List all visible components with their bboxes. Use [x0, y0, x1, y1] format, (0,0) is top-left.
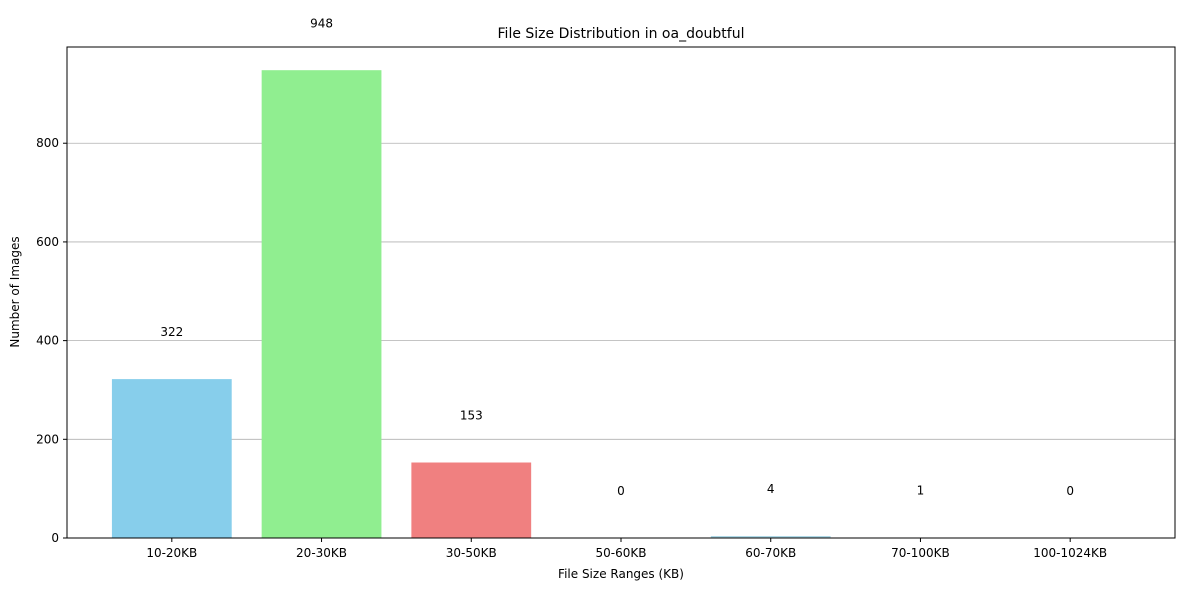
data-label-100-1024KB: 0 — [1066, 484, 1074, 498]
x-tick-label: 50-60KB — [596, 546, 647, 560]
x-axis-ticks: 10-20KB 20-30KB 30-50KB 50-60KB 60-70KB 70-10… — [146, 538, 1107, 560]
grid-lines — [67, 142, 1175, 539]
data-label-30-50KB: 153 — [460, 409, 483, 423]
bar-10-20KB — [111, 379, 232, 538]
x-tick-label: 10-20KB — [146, 546, 197, 560]
y-tick-label: 200 — [36, 432, 59, 446]
y-tick-label: 600 — [36, 235, 59, 249]
y-axis-ticks: 0 200 400 600 800 — [36, 136, 67, 545]
y-axis-label: Number of Images — [8, 236, 22, 347]
bar-60-70KB — [710, 536, 831, 538]
bar-20-30KB — [261, 70, 382, 538]
data-label-10-20KB: 322 — [160, 325, 183, 339]
x-axis-label: File Size Ranges (KB) — [558, 567, 684, 581]
bars — [111, 70, 981, 538]
data-label-20-30KB: 948 — [310, 16, 333, 30]
bar-30-50KB — [411, 462, 532, 538]
data-label-70-100KB: 1 — [917, 484, 925, 498]
data-labels: 322 948 153 0 4 1 0 — [160, 16, 1074, 498]
chart-title: File Size Distribution in oa_doubtful — [498, 26, 745, 42]
data-label-50-60KB: 0 — [617, 484, 625, 498]
data-label-60-70KB: 4 — [767, 482, 775, 496]
x-tick-label: 60-70KB — [745, 546, 796, 560]
x-tick-label: 20-30KB — [296, 546, 347, 560]
y-tick-label: 800 — [36, 136, 59, 150]
plot-frame — [66, 46, 1176, 539]
x-tick-label: 30-50KB — [446, 546, 497, 560]
x-tick-label: 70-100KB — [891, 546, 950, 560]
y-tick-label: 400 — [36, 334, 59, 348]
y-tick-label: 0 — [51, 531, 59, 545]
x-tick-label: 100-1024KB — [1033, 546, 1107, 560]
